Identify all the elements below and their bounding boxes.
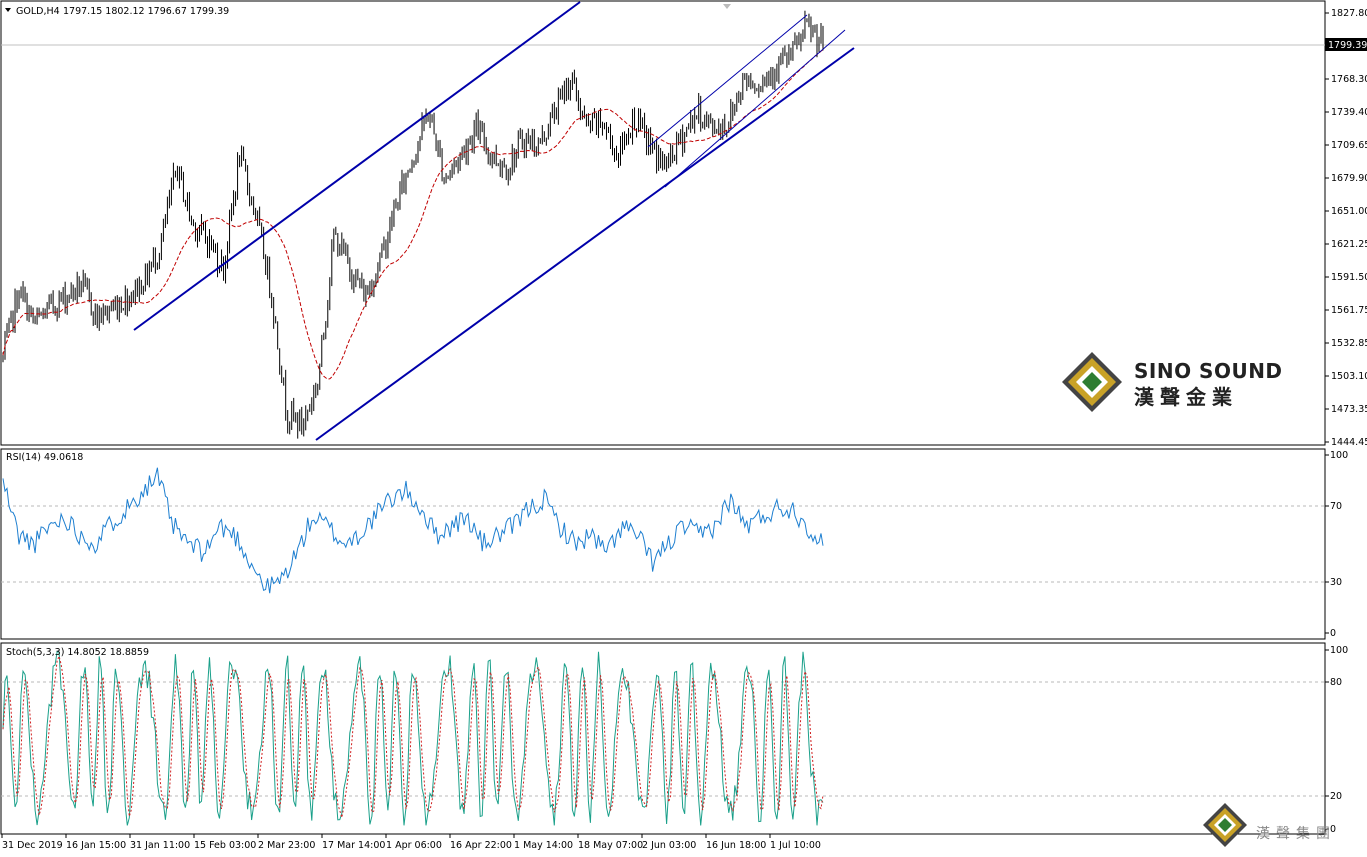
main-panel-frame: [0, 0, 1326, 446]
brand-logo: [1062, 352, 1122, 412]
stoch-panel-frame: [0, 642, 1326, 835]
rsi-y-tick-label: 0: [1330, 628, 1336, 639]
brand-logo-small: [1203, 803, 1247, 847]
rsi-panel-frame: [0, 448, 1326, 640]
brand-name: SINO SOUND: [1134, 359, 1283, 383]
rsi-y-tick-label: 100: [1330, 450, 1348, 461]
ma-line: [2, 49, 824, 380]
rsi-y-tick-label: 70: [1330, 501, 1342, 512]
x-tick-label: 17 Mar 14:00: [322, 840, 385, 851]
x-tick-label: 16 Apr 22:00: [450, 840, 512, 851]
current-price-box: [1325, 38, 1367, 51]
main-y-tick-label: 1739.40: [1331, 107, 1367, 118]
brand-cjk: 漢聲金業: [1134, 385, 1238, 409]
x-tick-label: 31 Jan 11:00: [130, 840, 190, 851]
sub-channel-upper-line: [647, 14, 808, 148]
main-y-tick-label: 1503.10: [1331, 371, 1367, 382]
logo-small-green: [1218, 818, 1232, 832]
x-tick-label: 16 Jan 15:00: [66, 840, 126, 851]
main-y-tick-label: 1532.85: [1331, 338, 1367, 349]
brand-cjk-small: 漢聲集團: [1256, 825, 1336, 842]
stoch-main-line: [2, 651, 824, 826]
main-y-tick-label: 1679.90: [1331, 173, 1367, 184]
rsi-label: RSI(14) 49.0618: [6, 452, 83, 463]
stoch-y-tick-label: 80: [1330, 677, 1342, 688]
stoch-y-tick-label: 0: [1330, 824, 1336, 835]
current-price-label: 1799.39: [1328, 40, 1367, 51]
main-y-tick-label: 1473.35: [1331, 404, 1367, 415]
collapse-triangle-icon[interactable]: [5, 8, 11, 12]
x-tick-label: 2 Mar 23:00: [258, 840, 315, 851]
sub-channel-lower-line: [664, 29, 846, 188]
main-y-tick-label: 1561.75: [1331, 305, 1367, 316]
main-y-tick-label: 1651.00: [1331, 206, 1367, 217]
main-y-tick-label: 1709.65: [1331, 140, 1367, 151]
x-tick-label: 2 Jun 03:00: [642, 840, 696, 851]
x-tick-label: 1 May 14:00: [514, 840, 573, 851]
x-tick-label: 31 Dec 2019: [2, 840, 63, 851]
main-y-tick-label: 1591.50: [1331, 272, 1367, 283]
stoch-y-tick-label: 100: [1330, 645, 1348, 656]
main-y-tick-label: 1621.25: [1331, 239, 1367, 250]
rsi-line: [2, 467, 824, 594]
stoch-y-axis: 100 80 20 0: [1325, 645, 1348, 835]
rsi-y-axis: 100 70 30 0: [1325, 450, 1348, 639]
stoch-signal-line: [2, 654, 824, 818]
main-y-tick-label: 1827.80: [1331, 8, 1367, 19]
x-tick-label: 18 May 07:00: [578, 840, 643, 851]
main-y-axis: 1827.801798.551768.301739.401709.651679.…: [1325, 8, 1367, 448]
x-tick-label: 1 Apr 06:00: [386, 840, 442, 851]
main-y-tick-label: 1768.30: [1331, 74, 1367, 85]
candles-group: [2, 10, 824, 439]
rsi-y-tick-label: 30: [1330, 577, 1342, 588]
period-separator-marker: [723, 4, 731, 9]
symbol-label: GOLD,H4: [16, 6, 60, 17]
x-tick-label: 1 Jul 10:00: [770, 840, 821, 851]
channel-lower-line: [315, 47, 855, 441]
x-tick-label: 16 Jun 18:00: [706, 840, 766, 851]
x-axis: 31 Dec 2019 16 Jan 15:00 31 Jan 11:00 15 Fe…: [1, 834, 821, 851]
main-y-tick-label: 1444.45: [1331, 437, 1367, 448]
channel-upper-line: [133, 1, 581, 331]
logo-green-diamond: [1082, 372, 1102, 392]
ohlc-label: 1797.15 1802.12 1796.67 1799.39: [63, 6, 229, 17]
stoch-y-tick-label: 20: [1330, 791, 1342, 802]
stoch-label: Stoch(5,3,3) 14.8052 18.8859: [6, 647, 149, 658]
x-tick-label: 15 Feb 03:00: [194, 840, 256, 851]
